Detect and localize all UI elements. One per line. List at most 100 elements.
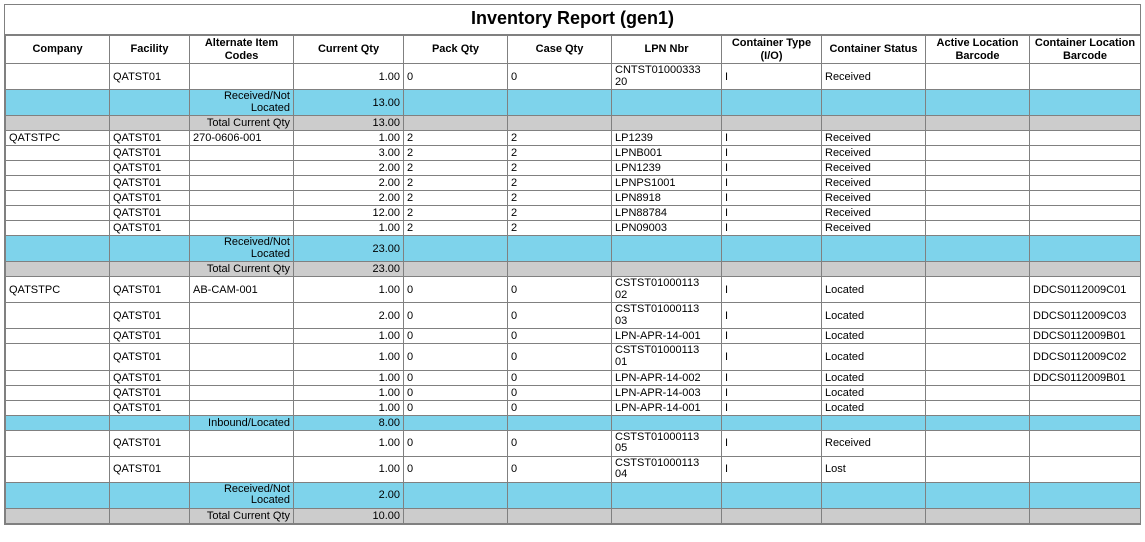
cell: QATST01 (110, 430, 190, 456)
cell (612, 415, 722, 430)
cell: Received (822, 131, 926, 146)
cell: LPN09003 (612, 221, 722, 236)
cell: I (722, 329, 822, 344)
cell (190, 385, 294, 400)
cell (110, 116, 190, 131)
cell (508, 262, 612, 277)
cell (722, 508, 822, 523)
table-row: QATST011.0000LPN-APR-14-003ILocated (6, 385, 1141, 400)
table-row: QATST012.0000CSTST0100011303ILocatedDDCS… (6, 303, 1141, 329)
cell: QATST01 (110, 277, 190, 303)
cell (1030, 191, 1141, 206)
cell: QATST01 (110, 303, 190, 329)
cell (926, 370, 1030, 385)
report-container: Inventory Report (gen1) CompanyFacilityA… (4, 4, 1141, 525)
cell: 2 (508, 146, 612, 161)
cell: QATST01 (110, 64, 190, 90)
cell (926, 277, 1030, 303)
cell: LPN-APR-14-001 (612, 400, 722, 415)
subtotal-label: Received/NotLocated (190, 90, 294, 116)
cell: QATST01 (110, 329, 190, 344)
cell (722, 262, 822, 277)
cell (1030, 400, 1141, 415)
table-row: Received/NotLocated13.00 (6, 90, 1141, 116)
cell (508, 482, 612, 508)
cell: LPN-APR-14-002 (612, 370, 722, 385)
table-row: QATST012.0022LPN8918IReceived (6, 191, 1141, 206)
table-row: Inbound/Located8.00 (6, 415, 1141, 430)
cell: 0 (404, 64, 508, 90)
subtotal-label: Total Current Qty (190, 262, 294, 277)
cell (926, 262, 1030, 277)
cell: QATST01 (110, 206, 190, 221)
cell: 0 (508, 329, 612, 344)
cell (190, 206, 294, 221)
table-row: Total Current Qty13.00 (6, 116, 1141, 131)
cell: DDCS0112009C03 (1030, 303, 1141, 329)
cell: I (722, 456, 822, 482)
cell: 2 (508, 191, 612, 206)
cell: 2.00 (294, 303, 404, 329)
cell (722, 236, 822, 262)
cell (6, 344, 110, 370)
cell (722, 116, 822, 131)
cell: 0 (508, 344, 612, 370)
cell: 0 (508, 385, 612, 400)
cell (190, 146, 294, 161)
cell: CNTST0100033320 (612, 64, 722, 90)
cell (110, 482, 190, 508)
cell: QATST01 (110, 385, 190, 400)
cell (612, 90, 722, 116)
cell (612, 116, 722, 131)
cell: 0 (404, 370, 508, 385)
cell: 2 (404, 176, 508, 191)
col-header: Container Type (I/O) (722, 36, 822, 64)
cell: CSTST0100011302 (612, 277, 722, 303)
cell (190, 176, 294, 191)
cell: I (722, 430, 822, 456)
table-row: QATSTPCQATST01AB-CAM-0011.0000CSTST01000… (6, 277, 1141, 303)
cell (926, 131, 1030, 146)
cell (6, 385, 110, 400)
cell: Received (822, 176, 926, 191)
cell: 0 (404, 329, 508, 344)
cell (6, 329, 110, 344)
cell: 0 (404, 456, 508, 482)
cell: LP1239 (612, 131, 722, 146)
cell (926, 116, 1030, 131)
cell: CSTST0100011305 (612, 430, 722, 456)
cell: 2 (404, 161, 508, 176)
cell (6, 415, 110, 430)
cell: 1.00 (294, 385, 404, 400)
cell: Located (822, 344, 926, 370)
cell (822, 116, 926, 131)
cell (1030, 90, 1141, 116)
cell: 1.00 (294, 430, 404, 456)
cell (1030, 236, 1141, 262)
cell: 0 (404, 385, 508, 400)
cell: I (722, 344, 822, 370)
cell: DDCS0112009C01 (1030, 277, 1141, 303)
subtotal-label: Received/NotLocated (190, 236, 294, 262)
cell (722, 90, 822, 116)
subtotal-qty: 23.00 (294, 236, 404, 262)
col-header: Facility (110, 36, 190, 64)
cell (612, 262, 722, 277)
cell: 0 (508, 303, 612, 329)
inventory-table: CompanyFacilityAlternate Item CodesCurre… (5, 35, 1141, 524)
cell: I (722, 303, 822, 329)
cell: I (722, 385, 822, 400)
col-header: Container Status (822, 36, 926, 64)
cell (1030, 456, 1141, 482)
cell: Located (822, 303, 926, 329)
cell: I (722, 64, 822, 90)
cell (404, 236, 508, 262)
table-row: QATST013.0022LPNB001IReceived (6, 146, 1141, 161)
table-row: QATST011.0000LPN-APR-14-001ILocated (6, 400, 1141, 415)
table-row: QATST011.0022LPN09003IReceived (6, 221, 1141, 236)
cell (6, 262, 110, 277)
cell: CSTST0100011301 (612, 344, 722, 370)
table-row: QATST011.0000CSTST0100011304ILost (6, 456, 1141, 482)
cell (508, 508, 612, 523)
cell: 0 (404, 400, 508, 415)
